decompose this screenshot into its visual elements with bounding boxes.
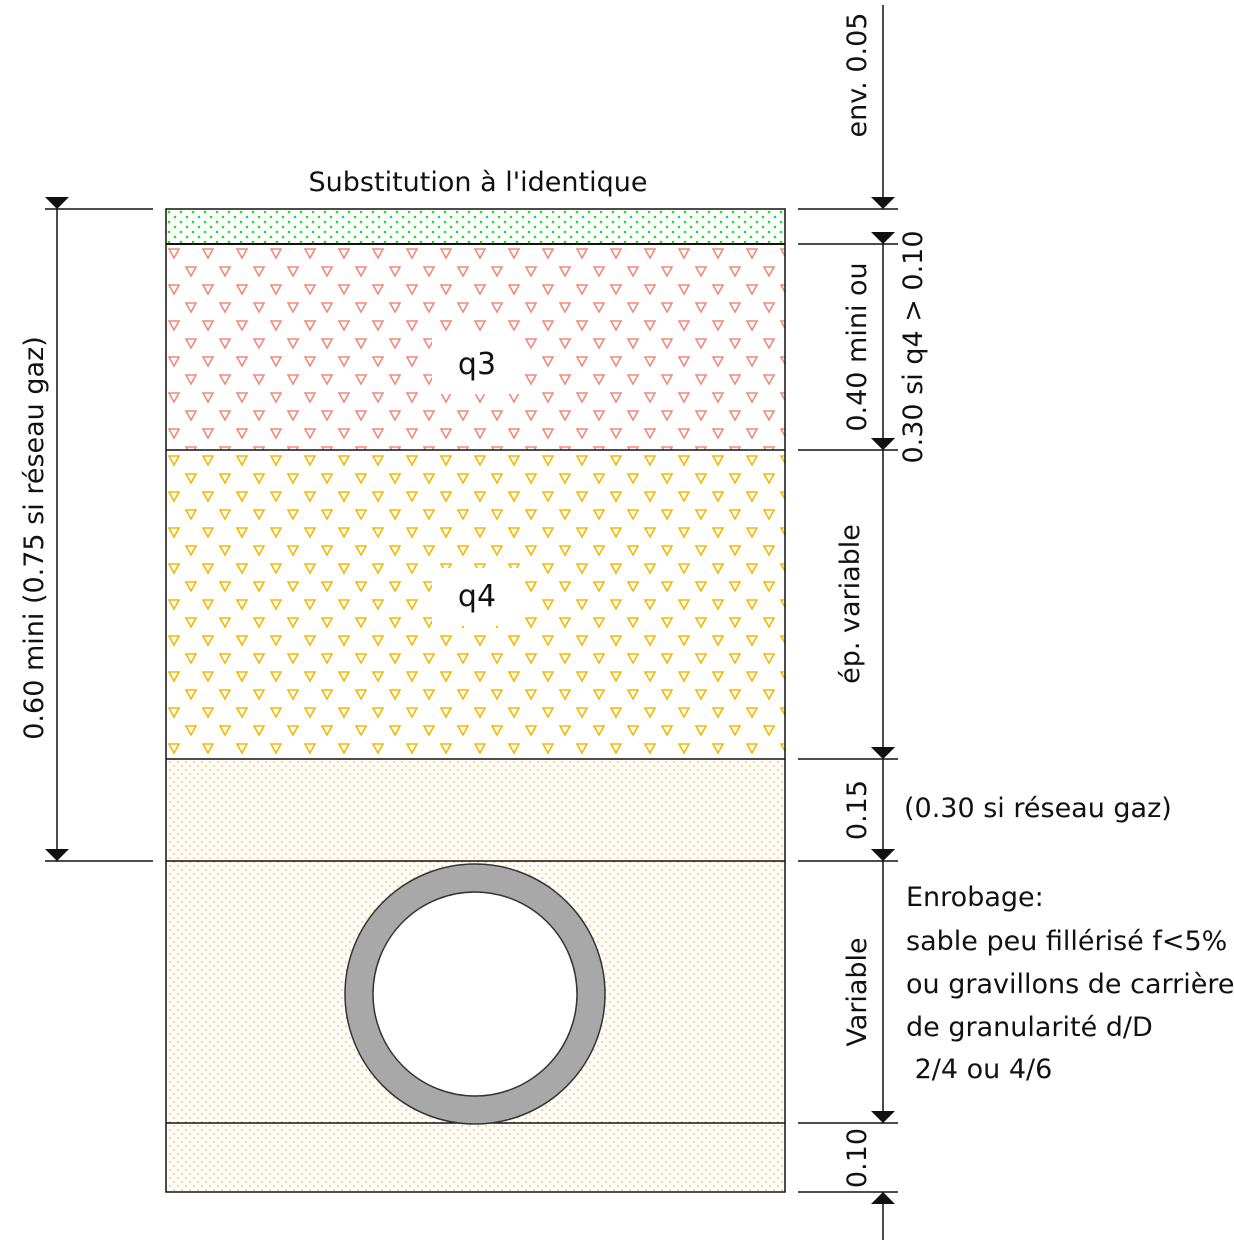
q4-label: q4 — [458, 579, 496, 614]
q3-label: q3 — [458, 347, 496, 382]
dim-total-label: 0.60 mini (0.75 si réseau gaz) — [19, 336, 50, 740]
pipe-outer-edge — [344, 863, 606, 1125]
dim-bottom-label: 0.10 — [842, 1128, 873, 1188]
enrobage-line: ou gravillons de carrière — [906, 969, 1234, 1000]
dim-q3-label-1: 0.40 mini ou — [842, 262, 873, 431]
surface-layer — [166, 209, 785, 244]
dim-bed-label: 0.15 — [842, 780, 873, 840]
enrobage-line: 2/4 ou 4/6 — [906, 1054, 1052, 1085]
enrobage-line: de granularité d/D — [906, 1012, 1153, 1043]
left-dimension — [45, 197, 153, 862]
enrobage-line: Enrobage: — [906, 882, 1044, 913]
dim-q4-label: ép. variable — [835, 524, 866, 684]
diagram-title: Substitution à l'identique — [309, 167, 648, 198]
q4-label-box — [432, 568, 522, 626]
dim-embed-label: Variable — [842, 937, 873, 1046]
enrobage-notes: Enrobage: sable peu fillérisé f<5% ou gr… — [906, 882, 1234, 1085]
enrobage-line: sable peu fillérisé f<5% — [906, 926, 1227, 957]
q3-label-box — [432, 336, 522, 394]
pipe — [345, 864, 605, 1124]
dim-top-label: env. 0.05 — [842, 13, 873, 138]
pipe-inner-edge — [372, 891, 578, 1097]
bed-sand-layer — [166, 759, 785, 861]
bed-note: (0.30 si réseau gaz) — [904, 793, 1172, 824]
bottom-sand-layer — [166, 1123, 785, 1192]
dim-q3-label-2: 0.30 si q4 > 0.10 — [898, 230, 929, 463]
